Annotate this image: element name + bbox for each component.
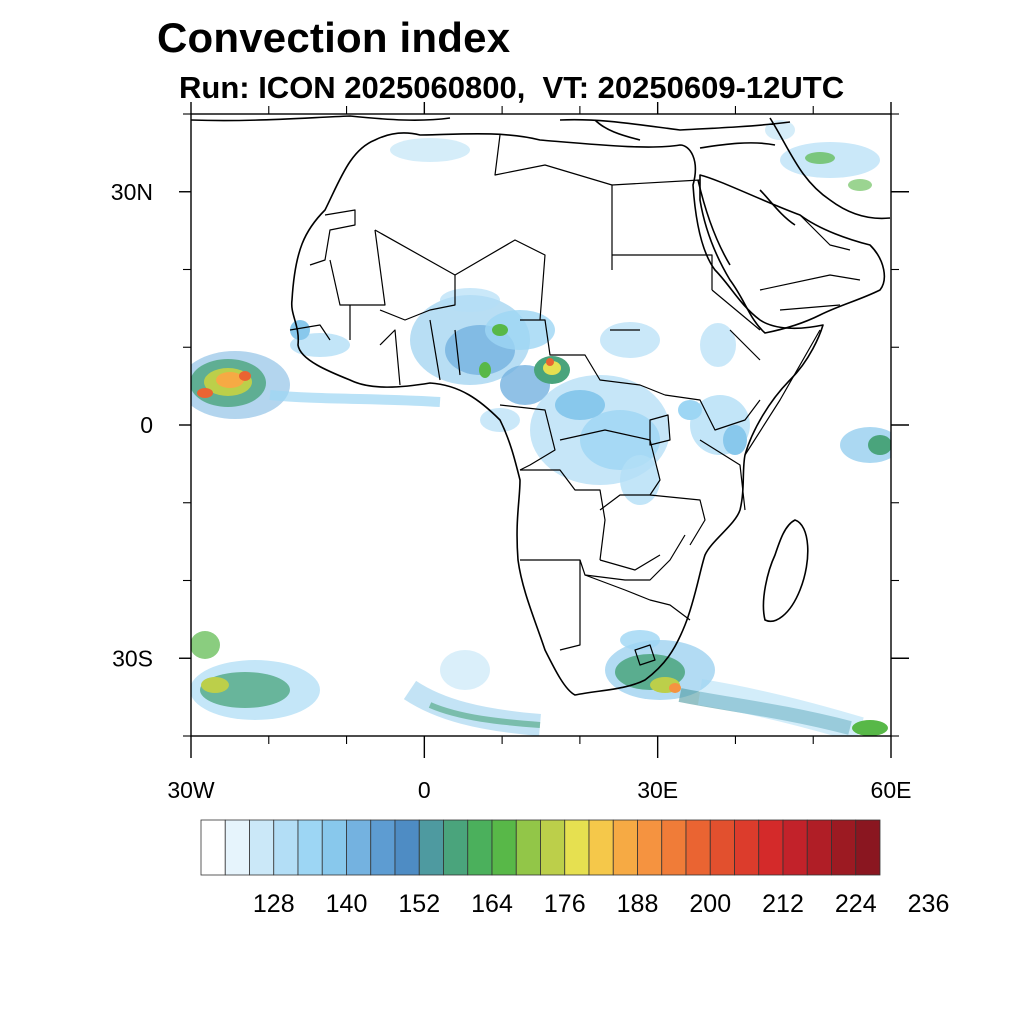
lat-label: 0 — [140, 412, 153, 438]
colorbar-swatch — [564, 819, 590, 876]
colorbar-swatch — [637, 819, 663, 876]
colorbar-label: 236 — [908, 890, 950, 918]
colorbar-label: 212 — [762, 890, 804, 918]
colorbar-swatch — [515, 819, 541, 876]
colorbar-swatch — [758, 819, 784, 876]
lon-label: 0 — [418, 777, 431, 803]
colorbar-swatch — [321, 819, 347, 876]
colorbar-label: 224 — [835, 890, 877, 918]
colorbar-swatch — [491, 819, 517, 876]
coastlines — [191, 115, 891, 696]
colorbar-swatch — [297, 819, 323, 876]
colorbar-swatch — [443, 819, 469, 876]
colorbar-swatch — [588, 819, 614, 876]
colorbar-swatch — [806, 819, 832, 876]
colorbar-swatch — [467, 819, 493, 876]
colorbar-label: 128 — [253, 890, 295, 918]
axis-ticks: 30N 0 30S 30W 0 30E 60E — [111, 102, 912, 803]
lon-label: 30E — [637, 777, 678, 803]
colorbar-label: 140 — [326, 890, 368, 918]
colorbar-label: 188 — [617, 890, 659, 918]
lat-label: 30S — [112, 645, 153, 671]
colorbar: 128 140 152 164 176 188 200 212 224 236 — [200, 819, 950, 918]
lon-label: 30W — [167, 777, 215, 803]
colorbar-swatch — [224, 819, 250, 876]
colorbar-swatch — [540, 819, 566, 876]
colorbar-swatch — [370, 819, 396, 876]
country-borders — [289, 134, 861, 666]
colorbar-swatch — [855, 819, 881, 876]
colorbar-swatch — [200, 819, 226, 876]
convection-shading — [191, 120, 891, 736]
colorbar-label: 164 — [471, 890, 513, 918]
colorbar-swatch — [418, 819, 444, 876]
colorbar-swatch — [661, 819, 687, 876]
colorbar-label: 200 — [689, 890, 731, 918]
colorbar-swatch — [346, 819, 372, 876]
chart-title: Convection index — [157, 14, 511, 61]
colorbar-label: 152 — [398, 890, 440, 918]
colorbar-swatch — [249, 819, 275, 876]
colorbar-swatch — [685, 819, 711, 876]
chart-subtitle: Run: ICON 2025060800, VT: 20250609-12UTC — [179, 70, 845, 105]
colorbar-swatch — [782, 819, 808, 876]
colorbar-swatch — [734, 819, 760, 876]
colorbar-swatch — [394, 819, 420, 876]
lon-label: 60E — [871, 777, 912, 803]
colorbar-swatch — [709, 819, 735, 876]
lat-label: 30N — [111, 179, 153, 205]
colorbar-swatch — [831, 819, 857, 876]
colorbar-swatch — [273, 819, 299, 876]
colorbar-label: 176 — [544, 890, 586, 918]
colorbar-swatch — [612, 819, 638, 876]
